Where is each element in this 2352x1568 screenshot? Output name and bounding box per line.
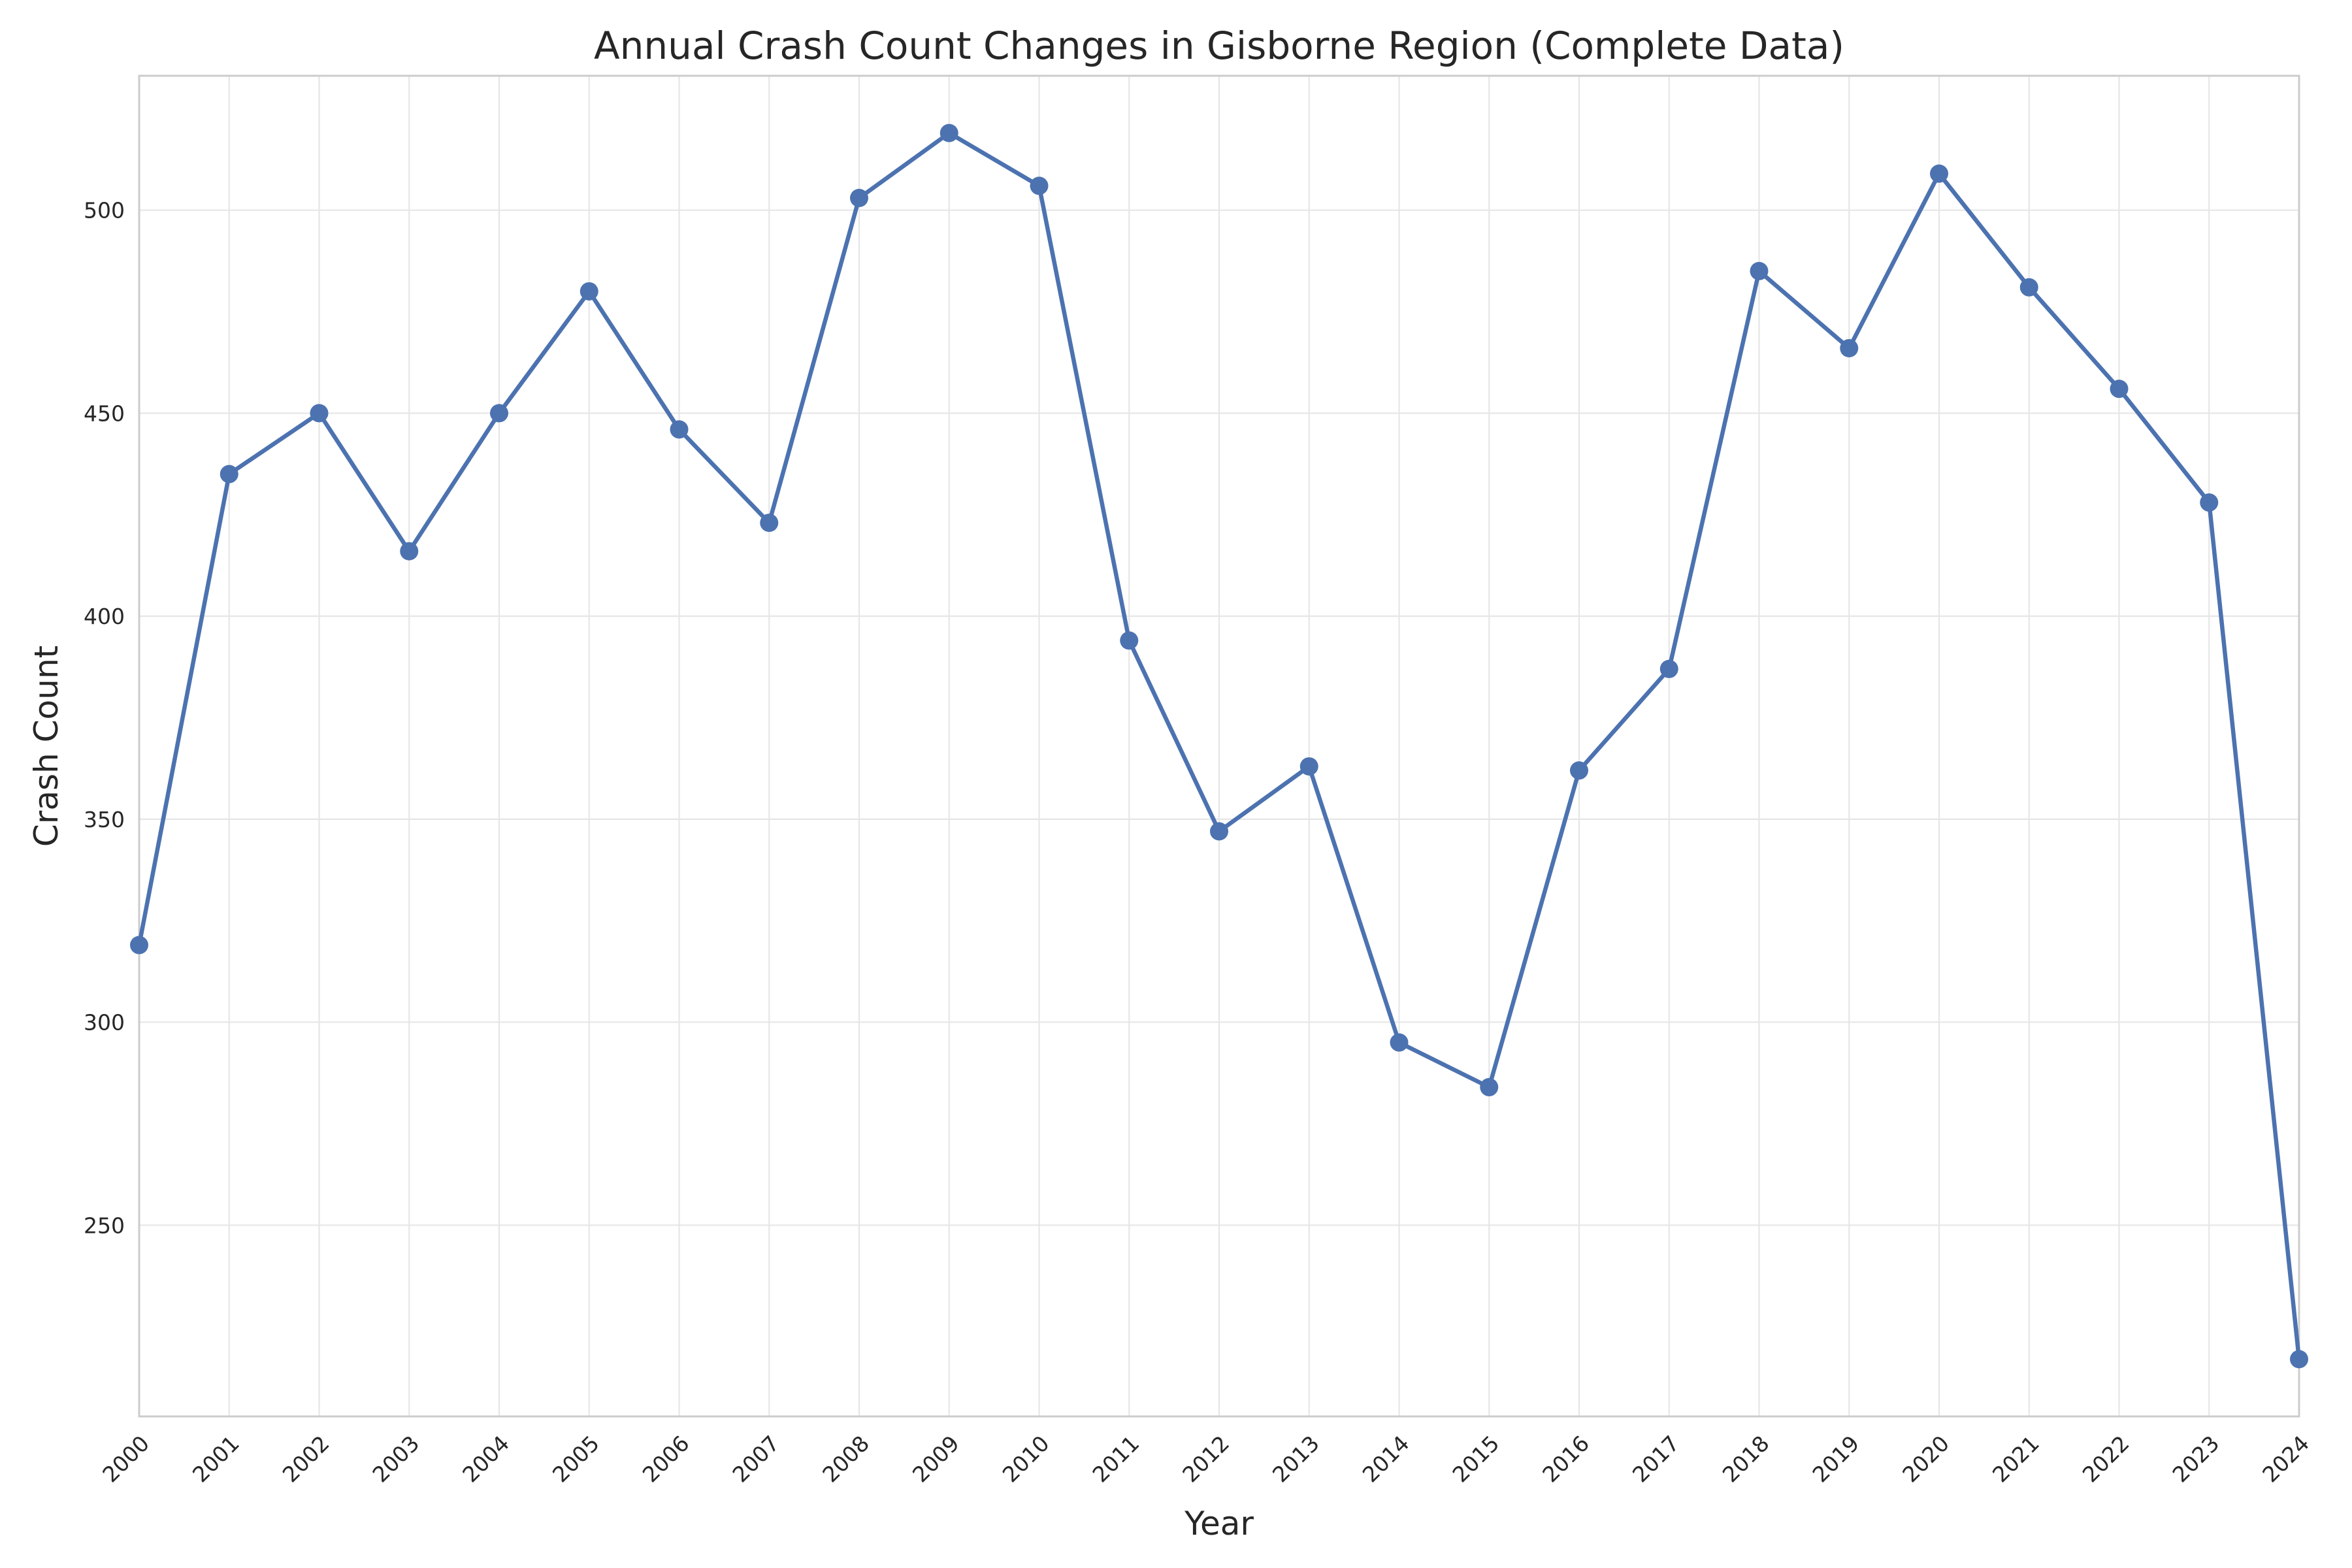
chart-title: Annual Crash Count Changes in Gisborne R… (594, 24, 1844, 68)
data-point (310, 404, 329, 423)
data-point (1030, 176, 1049, 195)
y-axis-label: Crash Count (27, 645, 65, 847)
data-point (1299, 757, 1318, 776)
data-point (2290, 1350, 2308, 1369)
data-point (2110, 380, 2129, 399)
data-point (1390, 1033, 1409, 1052)
y-tick-label: 400 (84, 604, 125, 629)
data-point (760, 514, 779, 532)
data-point (400, 542, 419, 561)
x-axis-label: Year (1184, 1505, 1254, 1543)
y-tick-label: 450 (84, 400, 125, 426)
data-point (1659, 659, 1678, 678)
data-point (1480, 1078, 1499, 1097)
data-point (1840, 338, 1859, 357)
y-tick-label: 250 (84, 1213, 125, 1238)
data-point (220, 465, 238, 483)
y-tick-label: 350 (84, 807, 125, 832)
data-point (2200, 493, 2219, 512)
data-point (130, 936, 148, 955)
data-point (1750, 261, 1769, 280)
data-point (1930, 164, 1948, 183)
data-point (939, 123, 958, 142)
data-point (1210, 822, 1228, 841)
data-point (580, 282, 598, 301)
y-tick-label: 300 (84, 1010, 125, 1036)
data-point (490, 404, 508, 423)
data-point (2019, 278, 2038, 297)
y-tick-label: 500 (84, 198, 125, 223)
data-point (1120, 631, 1139, 650)
data-point (850, 189, 868, 208)
y-tick-labels: 250 300 350 400 450 500 (84, 198, 125, 1239)
data-point (670, 420, 689, 439)
data-point (1570, 761, 1588, 780)
series-layer (130, 123, 2308, 1369)
plot-area-frame (138, 74, 2300, 1418)
